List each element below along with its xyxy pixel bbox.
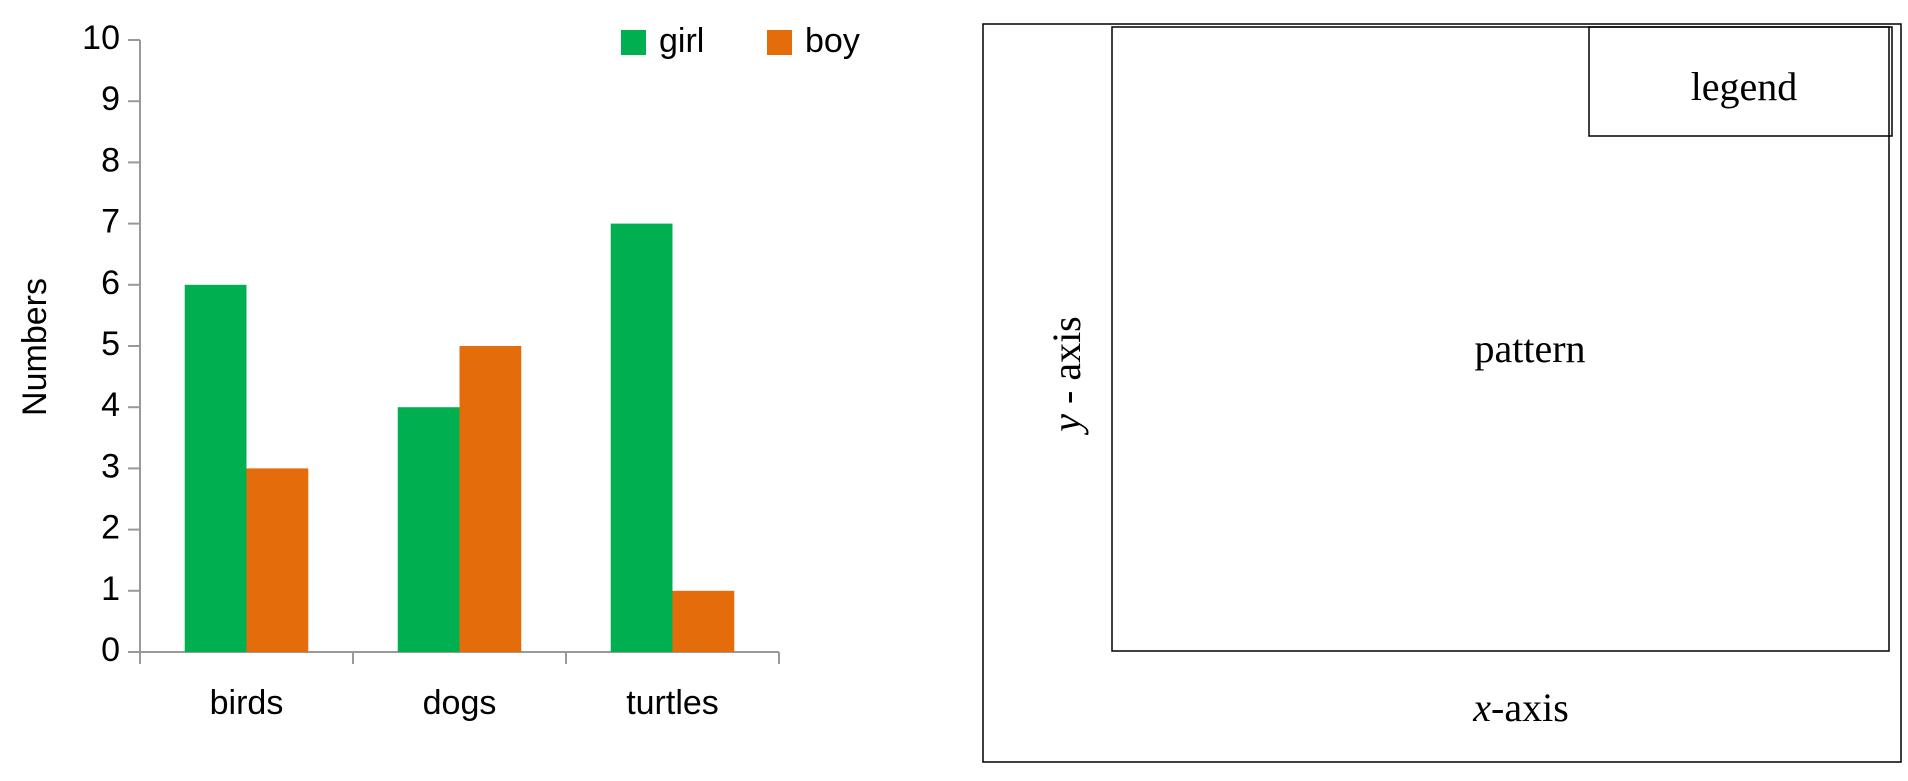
y-tick-label: 1 (101, 570, 120, 608)
y-tick-label: 3 (101, 447, 120, 485)
x-axis-text: -axis (1491, 685, 1569, 730)
y-tick-label: 4 (101, 386, 120, 424)
legend-box (1588, 26, 1893, 137)
legend-swatch (621, 30, 646, 55)
bar (459, 346, 522, 652)
x-tick-label: turtles (626, 684, 719, 722)
bar (610, 223, 673, 652)
y-axis-label: y - axis (1044, 316, 1089, 436)
y-axis-title: Numbers (16, 278, 54, 416)
pattern-label: pattern (1474, 326, 1585, 371)
diagram: legend pattern y - axis x-axis (982, 23, 1902, 763)
chart: Numbers 0 1 2 3 4 5 6 7 8 9 10 birds dogs turtles girl… (16, 19, 860, 722)
bar (246, 468, 309, 652)
x-tick-label: birds (210, 684, 284, 722)
outer-box (982, 23, 1902, 763)
y-variable: y (1044, 414, 1089, 436)
legend-swatch (767, 30, 792, 55)
y-tick-label: 5 (101, 325, 120, 363)
plot-box (1111, 26, 1890, 652)
legend-label: legend (1691, 64, 1798, 109)
legend-label: girl (659, 22, 704, 60)
x-tick-label: dogs (423, 684, 497, 722)
legend-label: boy (805, 22, 860, 60)
y-tick-label: 7 (101, 203, 120, 241)
bar (184, 284, 247, 652)
y-tick-label: 8 (101, 141, 120, 179)
y-tick-label: 2 (101, 509, 120, 547)
bar (397, 407, 460, 652)
bar (672, 590, 735, 652)
y-tick-label: 6 (101, 264, 120, 302)
x-variable: x (1472, 685, 1491, 730)
x-axis-label: x-axis (1472, 685, 1569, 730)
y-tick-label: 10 (82, 19, 120, 57)
y-tick-label: 0 (101, 631, 120, 669)
y-tick-label: 9 (101, 80, 120, 118)
y-axis-text: - axis (1044, 316, 1089, 414)
